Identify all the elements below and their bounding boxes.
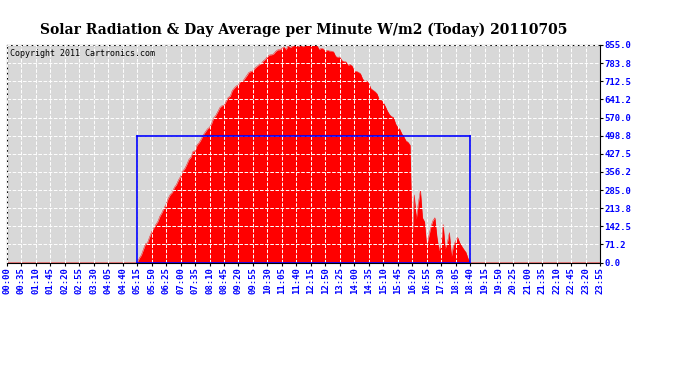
- Text: Solar Radiation & Day Average per Minute W/m2 (Today) 20110705: Solar Radiation & Day Average per Minute…: [40, 22, 567, 37]
- Text: Copyright 2011 Cartronics.com: Copyright 2011 Cartronics.com: [10, 50, 155, 58]
